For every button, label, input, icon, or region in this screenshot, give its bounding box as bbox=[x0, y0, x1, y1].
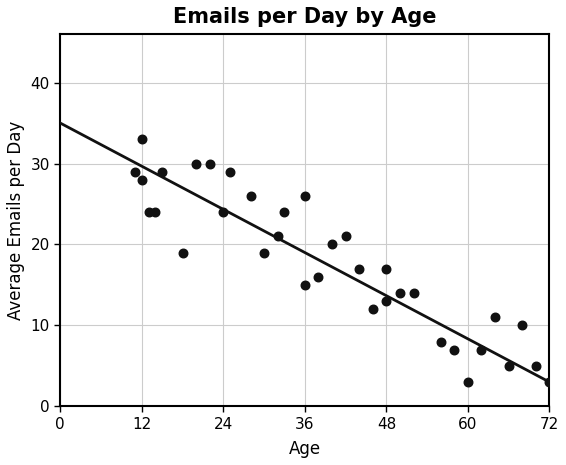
Point bbox=[504, 362, 513, 370]
Point bbox=[219, 208, 228, 216]
Point bbox=[368, 306, 378, 313]
Point bbox=[531, 362, 541, 370]
Point bbox=[158, 168, 167, 175]
Point bbox=[314, 273, 323, 280]
Point bbox=[409, 289, 418, 297]
Point bbox=[436, 338, 445, 345]
Point bbox=[301, 192, 310, 199]
Point bbox=[260, 249, 269, 256]
Point bbox=[355, 265, 364, 272]
Point bbox=[477, 346, 486, 353]
Point bbox=[205, 160, 215, 167]
Y-axis label: Average Emails per Day: Average Emails per Day bbox=[7, 120, 25, 320]
Point bbox=[396, 289, 405, 297]
Point bbox=[545, 379, 554, 386]
Title: Emails per Day by Age: Emails per Day by Age bbox=[173, 7, 436, 27]
Point bbox=[382, 265, 391, 272]
Point bbox=[518, 322, 527, 329]
Point bbox=[138, 135, 147, 143]
Point bbox=[144, 208, 153, 216]
Point bbox=[273, 232, 282, 240]
Point bbox=[138, 176, 147, 183]
Point bbox=[280, 208, 289, 216]
Point bbox=[131, 168, 140, 175]
Point bbox=[226, 168, 235, 175]
X-axis label: Age: Age bbox=[289, 440, 321, 458]
Point bbox=[450, 346, 459, 353]
Point bbox=[151, 208, 160, 216]
Point bbox=[178, 249, 187, 256]
Point bbox=[301, 281, 310, 289]
Point bbox=[192, 160, 201, 167]
Point bbox=[464, 379, 473, 386]
Point bbox=[491, 313, 500, 321]
Point bbox=[382, 298, 391, 305]
Point bbox=[246, 192, 255, 199]
Point bbox=[328, 241, 337, 248]
Point bbox=[341, 232, 350, 240]
